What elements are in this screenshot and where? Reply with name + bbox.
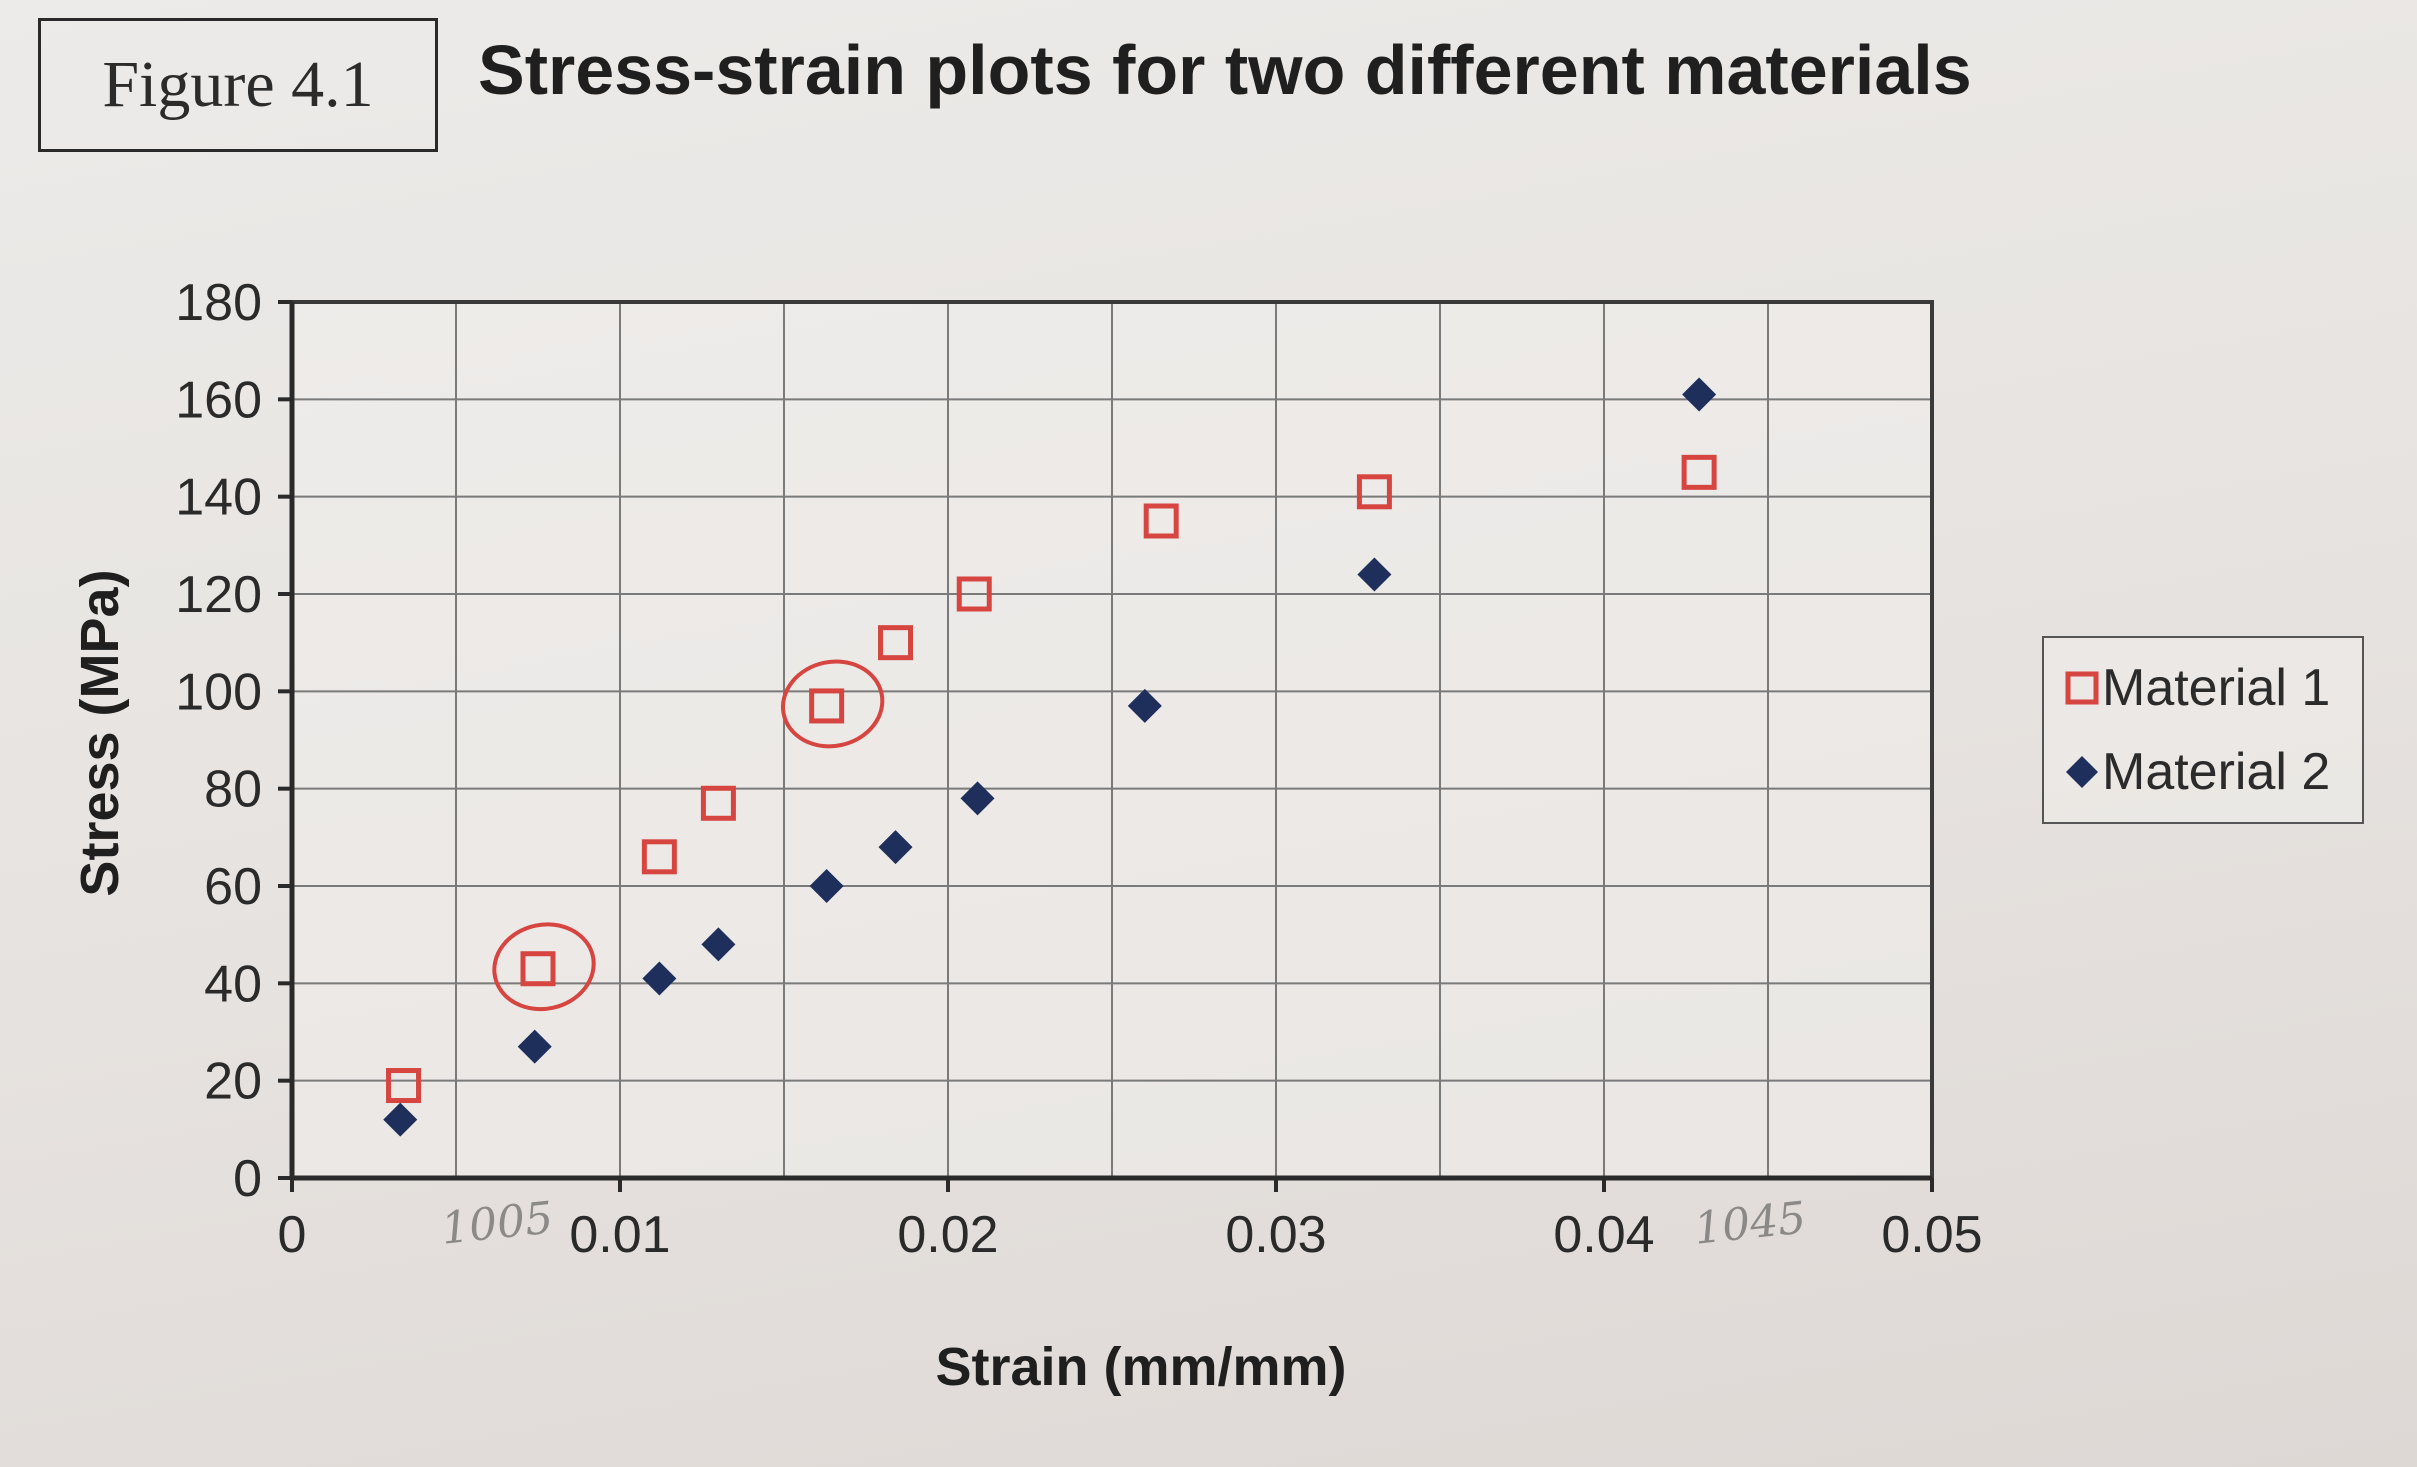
data-point-diamond bbox=[960, 781, 995, 816]
axes bbox=[278, 300, 1934, 1192]
tick-labels: 0 20 40 60 80 100 120 140 160 180 0 0.01 0.02 0.03 0.0… bbox=[175, 274, 1982, 1264]
handwritten-note: 1005 bbox=[439, 1192, 556, 1254]
data-point-square bbox=[1681, 454, 1717, 490]
data-point-square bbox=[520, 951, 556, 987]
annotations: 1005 1045 bbox=[439, 659, 1809, 1255]
y-tick-label: 140 bbox=[175, 469, 262, 527]
chart-title: Stress-strain plots for two different ma… bbox=[478, 31, 1972, 109]
data-point-diamond bbox=[809, 869, 844, 903]
figure-label-box: Figure 4.1 bbox=[38, 18, 438, 152]
data-point-square bbox=[1356, 474, 1392, 510]
y-tick-label: 20 bbox=[204, 1053, 262, 1111]
legend-label: Material 2 bbox=[2102, 743, 2331, 801]
legend: Material 1 Material 2 bbox=[2042, 636, 2364, 824]
y-tick-label: 80 bbox=[204, 761, 262, 819]
legend-item-material-2: Material 2 bbox=[2062, 742, 2330, 802]
data-point-diamond bbox=[1127, 688, 1162, 723]
data-point-diamond bbox=[517, 1029, 552, 1064]
y-tick-label: 0 bbox=[233, 1150, 262, 1208]
data-point-square bbox=[641, 839, 677, 875]
data-point-diamond bbox=[1682, 377, 1717, 412]
grid bbox=[291, 301, 1933, 1179]
figure-label: Figure 4.1 bbox=[102, 48, 374, 121]
x-tick-label: 0.05 bbox=[1881, 1206, 1982, 1264]
data-point-square bbox=[386, 1068, 422, 1104]
data-point-diamond bbox=[642, 961, 677, 996]
data-point-square bbox=[878, 625, 914, 661]
series-material-2 bbox=[383, 377, 1717, 1137]
x-axis-label: Strain (mm/mm) bbox=[935, 1337, 1346, 1397]
y-tick-label: 40 bbox=[204, 955, 262, 1013]
data-series bbox=[383, 377, 1717, 1137]
y-tick-label: 100 bbox=[175, 663, 262, 721]
data-point-square bbox=[809, 688, 845, 724]
data-point-diamond bbox=[701, 927, 736, 962]
series-material-1 bbox=[386, 454, 1717, 1104]
filled-diamond-icon bbox=[2062, 752, 2102, 792]
handwritten-note: 1045 bbox=[1692, 1192, 1809, 1254]
data-point-diamond bbox=[1357, 557, 1392, 592]
legend-label: Material 1 bbox=[2102, 659, 2331, 717]
hand-drawn-circle bbox=[492, 922, 596, 1012]
x-tick-label: 0.02 bbox=[897, 1206, 998, 1264]
hollow-square-icon bbox=[2062, 668, 2102, 708]
data-point-square bbox=[1143, 503, 1179, 539]
data-point-diamond bbox=[878, 830, 913, 865]
x-tick-label: 0.01 bbox=[569, 1206, 670, 1264]
hand-drawn-circle bbox=[780, 659, 885, 749]
data-point-diamond bbox=[383, 1102, 418, 1137]
x-tick-label: 0 bbox=[278, 1206, 307, 1264]
y-axis-label: Stress (MPa) bbox=[70, 569, 130, 896]
y-tick-label: 160 bbox=[175, 371, 262, 429]
data-point-square bbox=[956, 576, 992, 612]
y-tick-label: 60 bbox=[204, 858, 262, 916]
data-point-square bbox=[700, 785, 736, 821]
legend-item-material-1: Material 1 bbox=[2062, 658, 2330, 718]
y-tick-label: 180 bbox=[175, 274, 262, 332]
x-tick-label: 0.03 bbox=[1225, 1206, 1326, 1264]
x-tick-label: 0.04 bbox=[1553, 1206, 1654, 1264]
y-tick-label: 120 bbox=[175, 566, 262, 624]
